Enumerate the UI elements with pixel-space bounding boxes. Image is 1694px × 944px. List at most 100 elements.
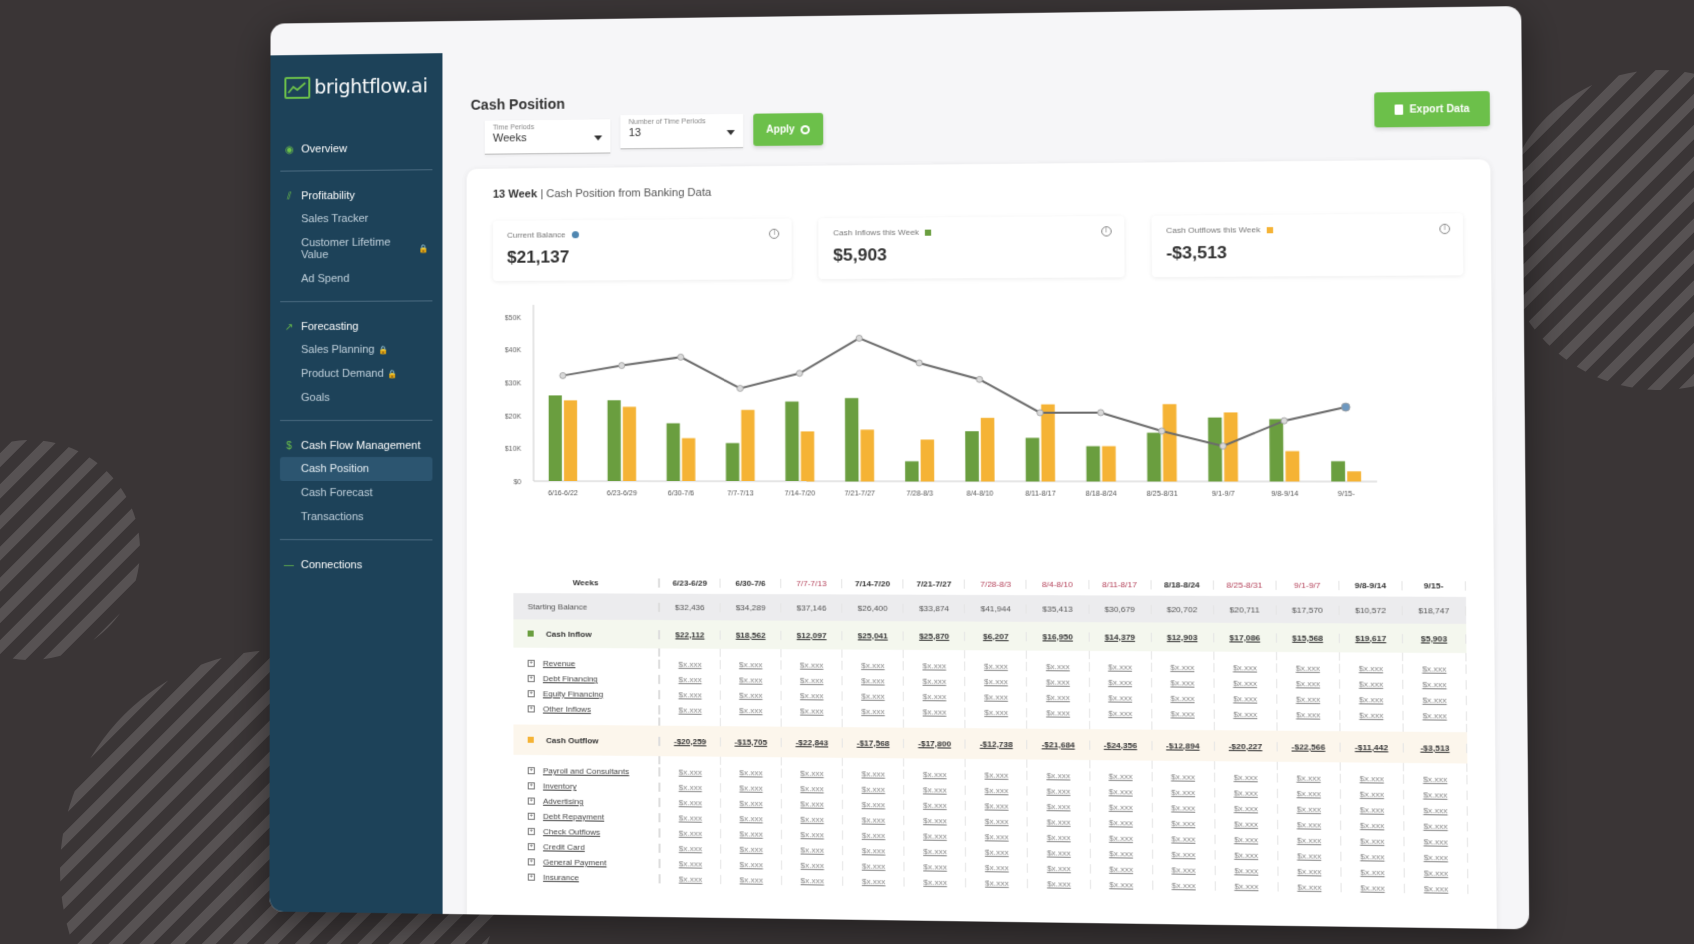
info-icon[interactable]: i: [769, 228, 780, 239]
table-cell[interactable]: $x.xxx: [1404, 821, 1468, 832]
table-cell[interactable]: $x.xxx: [1089, 708, 1152, 719]
table-cell[interactable]: $x.xxx: [966, 831, 1029, 842]
table-cell[interactable]: $x.xxx: [1339, 679, 1404, 690]
table-cell[interactable]: $x.xxx: [782, 875, 844, 886]
apply-button[interactable]: Apply: [753, 112, 824, 146]
sidebar-item-product-demand[interactable]: Product Demand 🔒: [280, 362, 432, 386]
table-cell[interactable]: $x.xxx: [721, 859, 783, 870]
table-cell[interactable]: $x.xxx: [1215, 834, 1279, 845]
table-cell[interactable]: $x.xxx: [1028, 863, 1091, 874]
table-cell[interactable]: $25,041: [842, 630, 904, 641]
expand-icon[interactable]: +: [527, 827, 535, 836]
table-cell[interactable]: $x.xxx: [1089, 662, 1152, 672]
table-cell[interactable]: $x.xxx: [660, 843, 722, 854]
table-cell[interactable]: $x.xxx: [782, 814, 844, 825]
table-cell[interactable]: $x.xxx: [1090, 833, 1153, 844]
table-cell[interactable]: $x.xxx: [904, 877, 967, 888]
table-cell[interactable]: $x.xxx: [660, 797, 722, 808]
table-cell[interactable]: $x.xxx: [1403, 664, 1467, 674]
sidebar-item-ad-spend[interactable]: Ad Spend: [280, 266, 432, 291]
table-cell[interactable]: $17,086: [1213, 632, 1277, 643]
table-cell[interactable]: $x.xxx: [965, 676, 1028, 687]
table-cell[interactable]: $x.xxx: [660, 674, 721, 685]
sidebar-item-cash-position[interactable]: Cash Position: [279, 456, 433, 482]
table-cell[interactable]: $6,207: [965, 631, 1028, 641]
table-cell[interactable]: $x.xxx: [904, 800, 967, 811]
table-cell[interactable]: $x.xxx: [966, 862, 1029, 873]
sidebar-item-sales-planning[interactable]: Sales Planning 🔒: [280, 337, 432, 362]
category-link-equity-financing[interactable]: Equity Financing: [542, 689, 604, 699]
table-cell[interactable]: -$3,513: [1403, 742, 1468, 753]
table-cell[interactable]: -$17,568: [842, 737, 905, 748]
sidebar-item-transactions[interactable]: Transactions: [280, 505, 433, 529]
table-cell[interactable]: $x.xxx: [1028, 832, 1091, 843]
table-cell[interactable]: $x.xxx: [1278, 835, 1342, 846]
table-cell[interactable]: $x.xxx: [1214, 693, 1278, 704]
category-link-revenue[interactable]: Revenue: [542, 658, 576, 669]
table-cell[interactable]: $x.xxx: [1090, 864, 1153, 875]
table-cell[interactable]: $x.xxx: [1403, 695, 1467, 706]
table-cell[interactable]: -$17,800: [904, 738, 966, 749]
table-cell[interactable]: $x.xxx: [843, 830, 905, 841]
table-cell[interactable]: $x.xxx: [781, 706, 843, 716]
sidebar-item-cash-forecast[interactable]: Cash Forecast: [280, 481, 433, 505]
table-cell[interactable]: $x.xxx: [843, 861, 905, 872]
expand-icon[interactable]: +: [527, 843, 535, 851]
table-cell[interactable]: $x.xxx: [1340, 789, 1405, 800]
table-cell[interactable]: $x.xxx: [660, 690, 721, 700]
table-cell[interactable]: $x.xxx: [660, 828, 722, 839]
table-cell[interactable]: $x.xxx: [782, 845, 844, 856]
table-cell[interactable]: $x.xxx: [842, 691, 905, 702]
table-cell[interactable]: $x.xxx: [782, 829, 844, 840]
table-cell[interactable]: $x.xxx: [1089, 771, 1153, 782]
table-cell[interactable]: $x.xxx: [1340, 694, 1404, 705]
info-icon[interactable]: i: [1439, 223, 1451, 235]
table-cell[interactable]: $x.xxx: [660, 858, 722, 869]
expand-icon[interactable]: +: [527, 675, 535, 683]
table-cell[interactable]: $x.xxx: [782, 799, 844, 809]
expand-icon[interactable]: +: [527, 812, 535, 820]
table-cell[interactable]: $x.xxx: [843, 769, 905, 779]
table-cell[interactable]: $x.xxx: [1027, 770, 1091, 781]
table-cell[interactable]: $x.xxx: [1090, 817, 1153, 828]
table-cell[interactable]: $x.xxx: [721, 875, 783, 885]
table-cell[interactable]: $x.xxx: [782, 860, 844, 871]
table-cell[interactable]: -$12,738: [965, 738, 1028, 749]
table-cell[interactable]: $x.xxx: [720, 690, 782, 701]
table-cell[interactable]: $x.xxx: [904, 861, 967, 872]
table-cell[interactable]: $x.xxx: [843, 876, 905, 887]
table-cell[interactable]: $x.xxx: [1151, 709, 1215, 719]
table-cell[interactable]: $x.xxx: [842, 660, 905, 671]
table-cell[interactable]: $16,950: [1027, 631, 1090, 642]
category-link-insurance[interactable]: Insurance: [543, 872, 579, 883]
table-cell[interactable]: $x.xxx: [1404, 836, 1469, 847]
table-cell[interactable]: $x.xxx: [965, 707, 1028, 718]
sidebar-item-sales-tracker[interactable]: Sales Tracker: [280, 206, 432, 231]
category-link-payroll-and-consultants[interactable]: Payroll and Consultants: [542, 766, 630, 777]
table-cell[interactable]: $x.xxx: [1404, 868, 1469, 879]
table-cell[interactable]: $x.xxx: [1277, 694, 1341, 705]
table-cell[interactable]: $x.xxx: [1340, 820, 1405, 831]
table-cell[interactable]: $x.xxx: [1215, 803, 1278, 814]
sidebar-item-connections[interactable]: — Connections: [280, 554, 433, 577]
table-cell[interactable]: $x.xxx: [904, 815, 967, 826]
table-cell[interactable]: $x.xxx: [660, 659, 721, 670]
table-cell[interactable]: $x.xxx: [1090, 848, 1153, 859]
table-cell[interactable]: $x.xxx: [966, 878, 1029, 889]
table-cell[interactable]: $x.xxx: [1215, 865, 1279, 876]
table-cell[interactable]: $5,903: [1402, 633, 1467, 644]
table-cell[interactable]: $x.xxx: [843, 799, 905, 810]
table-cell[interactable]: $15,568: [1276, 632, 1340, 643]
table-cell[interactable]: $x.xxx: [781, 690, 843, 701]
table-cell[interactable]: $x.xxx: [843, 784, 905, 795]
table-cell[interactable]: $x.xxx: [1214, 663, 1277, 673]
table-cell[interactable]: $x.xxx: [843, 845, 905, 856]
table-cell[interactable]: $x.xxx: [1278, 866, 1342, 877]
table-cell[interactable]: $x.xxx: [1027, 661, 1090, 672]
sidebar-item-forecasting[interactable]: ↗ Forecasting: [280, 315, 432, 338]
brand-logo[interactable]: brightflow.ai: [284, 75, 432, 99]
table-cell[interactable]: $x.xxx: [1214, 678, 1278, 689]
table-cell[interactable]: $x.xxx: [842, 676, 905, 686]
num-periods-select[interactable]: Number of Time Periods 13: [620, 113, 744, 150]
table-cell[interactable]: $x.xxx: [904, 831, 967, 842]
